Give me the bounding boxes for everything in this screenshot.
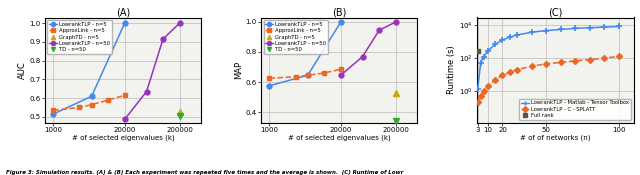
Y-axis label: AUC: AUC (18, 61, 27, 79)
Title: (A): (A) (116, 8, 130, 18)
Title: (B): (B) (332, 8, 346, 18)
Y-axis label: Runtime (s): Runtime (s) (447, 46, 456, 94)
Legend: LowrankTLP - n=5, ApproxLink - n=5, GraphTD - n=5, LowrankTLP - n=50, TD - n=50: LowrankTLP - n=5, ApproxLink - n=5, Grap… (47, 20, 112, 54)
Title: (C): (C) (548, 8, 563, 18)
X-axis label: # of selected eigenvalues (k): # of selected eigenvalues (k) (72, 134, 175, 141)
Legend: LowrankTLP - n=5, ApproxLink - n=5, GraphTD - n=5, LowrankTLP - n=50, TD - n=50: LowrankTLP - n=5, ApproxLink - n=5, Grap… (264, 20, 328, 54)
Text: Figure 3: Simulation results. (A) & (B) Each experiment was repeated five times : Figure 3: Simulation results. (A) & (B) … (6, 170, 404, 175)
Legend: LowrankTLP - Matlab - Tensor Toolbox, LowrankTLP - C - SPLATT, Full rank: LowrankTLP - Matlab - Tensor Toolbox, Lo… (519, 99, 631, 120)
Y-axis label: MAP: MAP (234, 61, 243, 79)
X-axis label: # of of networks (n): # of of networks (n) (520, 134, 591, 141)
X-axis label: # of selected eigenvalues (k): # of selected eigenvalues (k) (288, 134, 390, 141)
